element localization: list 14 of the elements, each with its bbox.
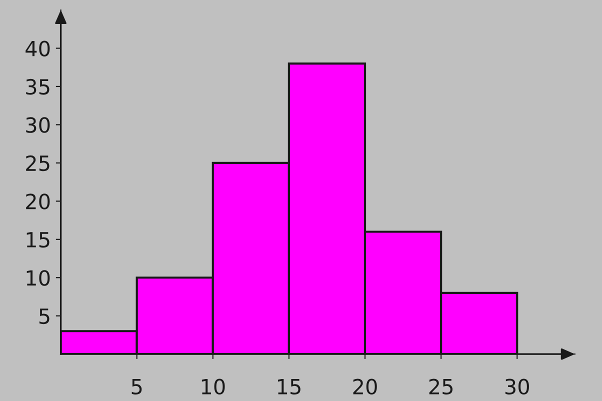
x-tick-label: 25 (429, 378, 452, 395)
y-tick-label: 5 (39, 308, 50, 324)
x-tick-label: 15 (278, 379, 300, 395)
y-tick-label: 40 (26, 40, 50, 56)
y-tick-label: 20 (26, 194, 50, 210)
x-tick-label: 5 (132, 379, 142, 395)
x-tick-label: 30 (505, 378, 529, 395)
y-tick-label: 15 (26, 232, 50, 248)
y-tick-label: 10 (26, 270, 50, 286)
y-tick-label: 30 (26, 117, 50, 133)
x-tick-label: 20 (353, 378, 377, 395)
x-tick-label: 10 (202, 378, 225, 395)
y-tick-label: 25 (26, 155, 50, 172)
y-tick-label: 35 (26, 78, 50, 95)
